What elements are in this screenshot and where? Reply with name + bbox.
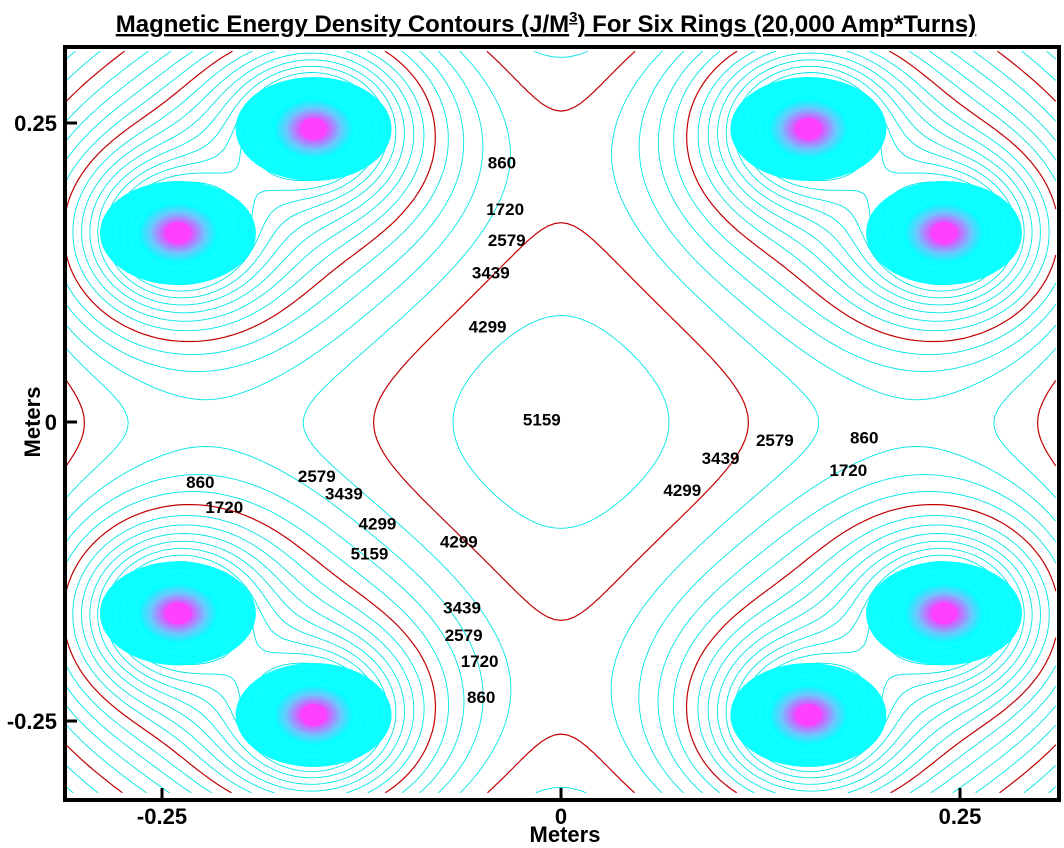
ring-hot-spot bbox=[795, 117, 822, 140]
x-tick-label: -0.25 bbox=[137, 804, 187, 829]
contour-value-label: 5159 bbox=[523, 411, 561, 430]
contour-value-label: 3439 bbox=[702, 449, 740, 468]
ring-hot-spot bbox=[164, 602, 191, 625]
contour-line bbox=[169, 121, 953, 723]
plot-area bbox=[65, 50, 1057, 794]
key-contours bbox=[65, 50, 1057, 794]
contour-line bbox=[65, 50, 1057, 794]
contour-value-label: 860 bbox=[850, 429, 878, 448]
ring-hot-spot bbox=[164, 222, 191, 245]
contour-value-label: 3439 bbox=[443, 598, 481, 617]
x-axis-label: Meters bbox=[530, 822, 601, 847]
chart-title-superscript: 3 bbox=[569, 9, 577, 26]
ring-hot-spot bbox=[300, 704, 327, 727]
x-tick-label: 0.25 bbox=[939, 804, 982, 829]
contour-value-label: 3439 bbox=[472, 263, 510, 282]
contour-line bbox=[139, 96, 983, 748]
contour-value-label: 860 bbox=[488, 153, 516, 172]
contour-value-label: 1720 bbox=[486, 200, 524, 219]
y-tick-label: 0 bbox=[45, 410, 57, 435]
contour-line bbox=[104, 65, 1018, 779]
contour-line bbox=[156, 110, 966, 734]
plot-frame bbox=[63, 45, 1061, 802]
key-contour-line bbox=[65, 50, 1057, 794]
contour-value-label: 5159 bbox=[351, 545, 389, 564]
contour-line bbox=[147, 102, 975, 742]
contour-line bbox=[65, 50, 1057, 794]
x-axis-ticks: -0.25 0 0.25 bbox=[137, 788, 981, 829]
contour-line bbox=[125, 84, 997, 760]
contour-line bbox=[65, 50, 1057, 794]
x-tick-label: 0 bbox=[555, 804, 567, 829]
contour-line bbox=[112, 72, 1010, 773]
contour-value-label: 1720 bbox=[829, 461, 867, 480]
contour-value-label: 2579 bbox=[298, 467, 336, 486]
contour-line bbox=[119, 78, 1003, 766]
y-axis-ticks: 0.25 0 -0.25 bbox=[7, 111, 77, 734]
contour-line bbox=[65, 50, 1057, 794]
chart-title-prefix: Magnetic Energy Density Contours (J/M bbox=[116, 11, 569, 38]
ring-hot-spot bbox=[300, 117, 327, 140]
contour-labels: 8601720257934394299515986017202579343942… bbox=[186, 153, 878, 707]
ring-hot-spot bbox=[931, 222, 958, 245]
chart-title-suffix: ) For Six Rings (20,000 Amp*Turns) bbox=[578, 11, 977, 38]
contour-line bbox=[72, 50, 1050, 794]
ring-hot-spot bbox=[795, 704, 822, 727]
contour-value-label: 4299 bbox=[440, 533, 478, 552]
contour-value-label: 1720 bbox=[461, 652, 499, 671]
contour-value-label: 3439 bbox=[325, 485, 363, 504]
chart-title: Magnetic Energy Density Contours (J/M3) … bbox=[116, 9, 977, 38]
y-axis-label: Meters bbox=[20, 387, 45, 458]
field-contours bbox=[65, 50, 1057, 794]
contour-line bbox=[132, 90, 990, 755]
contour-value-label: 1720 bbox=[205, 498, 243, 517]
contour-value-label: 4299 bbox=[359, 515, 397, 534]
contour-line bbox=[65, 50, 1057, 794]
contour-value-label: 860 bbox=[467, 688, 495, 707]
ring-field-cores bbox=[99, 76, 1023, 768]
ring-hot-spot bbox=[931, 602, 958, 625]
contour-value-label: 4299 bbox=[469, 317, 507, 336]
contour-line bbox=[81, 50, 1041, 794]
contour-value-label: 4299 bbox=[663, 481, 701, 500]
contour-line bbox=[65, 50, 1057, 794]
y-tick-label: -0.25 bbox=[7, 709, 57, 734]
contour-value-label: 2579 bbox=[756, 431, 794, 450]
key-contour-line bbox=[65, 50, 1057, 794]
contour-value-label: 860 bbox=[186, 473, 214, 492]
contour-value-label: 2579 bbox=[445, 626, 483, 645]
contour-value-label: 2579 bbox=[488, 231, 526, 250]
y-tick-label: 0.25 bbox=[14, 111, 57, 136]
contour-line bbox=[97, 59, 1025, 785]
contour-line bbox=[89, 52, 1033, 792]
